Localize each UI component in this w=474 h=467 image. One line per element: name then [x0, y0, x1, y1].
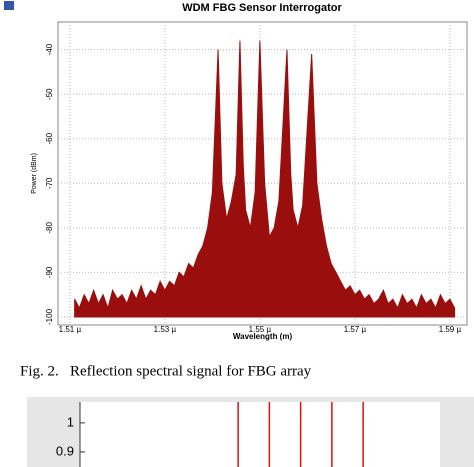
x-tick-label: 1.57 µ	[344, 325, 367, 334]
figure-caption: Fig. 2. Reflection spectral signal for F…	[20, 363, 312, 379]
x-tick-label: 1.59 µ	[439, 325, 462, 334]
y-tick-label: -80	[45, 222, 54, 234]
chart-title: WDM FBG Sensor Interrogator	[182, 2, 342, 14]
plot-area	[80, 402, 440, 467]
y-tick-label: -70	[45, 177, 54, 189]
x-axis-label: Wavelength (m)	[233, 332, 293, 341]
y-tick-label: 0.9	[56, 443, 74, 458]
x-tick-label: 1.51 µ	[59, 325, 82, 334]
y-tick-label: -100	[45, 308, 54, 325]
spectrum-area	[74, 40, 456, 318]
y-tick-label: -90	[45, 266, 54, 278]
app-icon	[4, 1, 14, 10]
x-tick-label: 1.55 µ	[249, 325, 272, 334]
y-tick-label: 1	[67, 414, 74, 429]
y-tick-label: -40	[45, 43, 54, 55]
y-axis-label: Power (dBm)	[31, 153, 38, 194]
x-tick-label: 1.53 µ	[154, 325, 177, 334]
y-tick-label: -60	[45, 132, 54, 144]
y-tick-label: -50	[45, 88, 54, 100]
